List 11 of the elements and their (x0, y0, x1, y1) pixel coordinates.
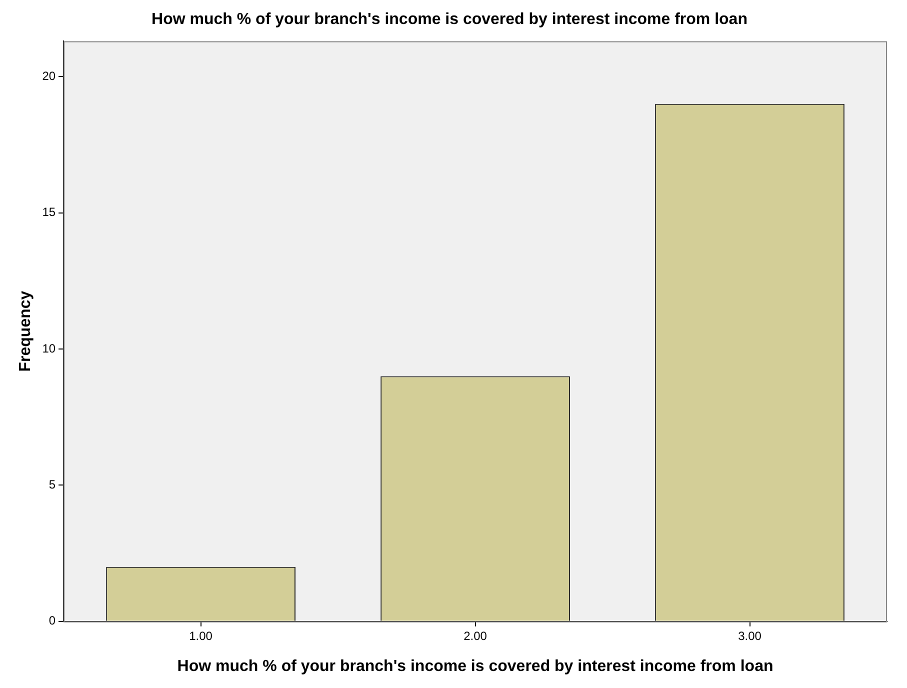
x-tick-label: 1.00 (189, 628, 213, 643)
x-tick-label: 2.00 (464, 628, 488, 643)
x-axis-title: How much % of your branch's income is covered by interest income from loan (177, 658, 774, 675)
y-tick-label: 5 (48, 478, 56, 492)
y-tick-label: 20 (42, 68, 56, 83)
y-axis-title: Frequency (17, 290, 34, 372)
y-tick-label: 15 (42, 205, 56, 220)
y-tick-label: 0 (48, 614, 56, 628)
y-tick-label: 10 (42, 341, 56, 356)
chart-title: How much % of your branch's income is covered by interest income from loan (152, 11, 748, 28)
x-tick-label: 3.00 (738, 628, 762, 643)
